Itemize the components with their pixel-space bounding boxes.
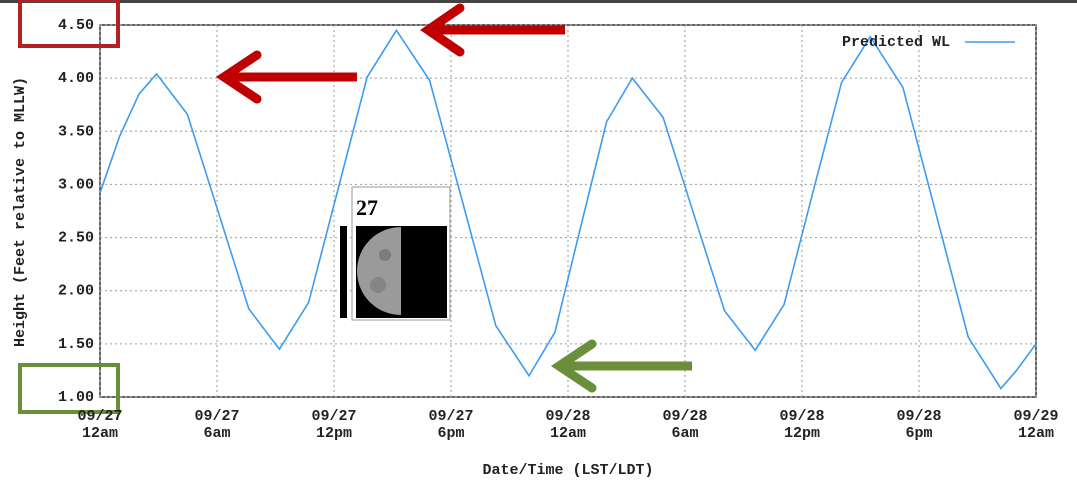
top-border (0, 0, 1077, 3)
arrow (550, 339, 692, 393)
y-axis-label: Height (Feet relative to MLLW) (12, 77, 29, 347)
x-tick-label: 09/27 6pm (428, 408, 474, 442)
y-tick-label: 4.50 (58, 17, 94, 34)
x-tick-label: 09/28 6am (662, 408, 708, 442)
y-tick-label: 3.50 (58, 123, 94, 140)
y-tick-label: 1.50 (58, 336, 94, 353)
moon-widget: 27 (340, 186, 451, 321)
x-tick-label: 09/29 12am (1013, 408, 1059, 442)
y-tick-label: 2.00 (58, 283, 94, 300)
x-tick-label: 09/28 12pm (779, 408, 825, 442)
x-tick-label: 09/27 6am (194, 408, 240, 442)
y-tick-label: 2.50 (58, 230, 94, 247)
arrow (215, 50, 357, 104)
legend-label: Predicted WL (842, 34, 950, 51)
x-axis-label: Date/Time (LST/LDT) (482, 462, 653, 479)
y-tick-label: 1.00 (58, 389, 94, 406)
highlight-box (18, 0, 120, 48)
y-tick-label: 3.00 (58, 176, 94, 193)
x-tick-label: 09/27 12am (77, 408, 123, 442)
x-tick-label: 09/27 12pm (311, 408, 357, 442)
x-tick-label: 09/28 6pm (896, 408, 942, 442)
y-tick-label: 4.00 (58, 70, 94, 87)
highlight-box (18, 363, 120, 414)
line-series (99, 28, 1037, 390)
arrow (420, 3, 565, 57)
moon-day: 27 (356, 195, 378, 220)
x-tick-label: 09/28 12am (545, 408, 591, 442)
